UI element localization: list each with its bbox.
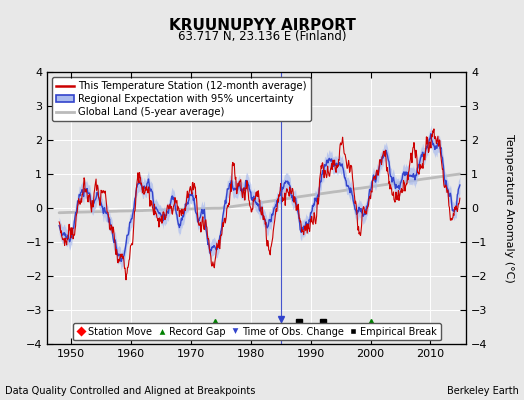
Text: Berkeley Earth: Berkeley Earth bbox=[447, 386, 519, 396]
Text: Data Quality Controlled and Aligned at Breakpoints: Data Quality Controlled and Aligned at B… bbox=[5, 386, 256, 396]
Text: KRUUNUPYY AIRPORT: KRUUNUPYY AIRPORT bbox=[169, 18, 355, 33]
Y-axis label: Temperature Anomaly (°C): Temperature Anomaly (°C) bbox=[505, 134, 515, 282]
Text: 63.717 N, 23.136 E (Finland): 63.717 N, 23.136 E (Finland) bbox=[178, 30, 346, 43]
Legend: Station Move, Record Gap, Time of Obs. Change, Empirical Break: Station Move, Record Gap, Time of Obs. C… bbox=[73, 323, 441, 340]
